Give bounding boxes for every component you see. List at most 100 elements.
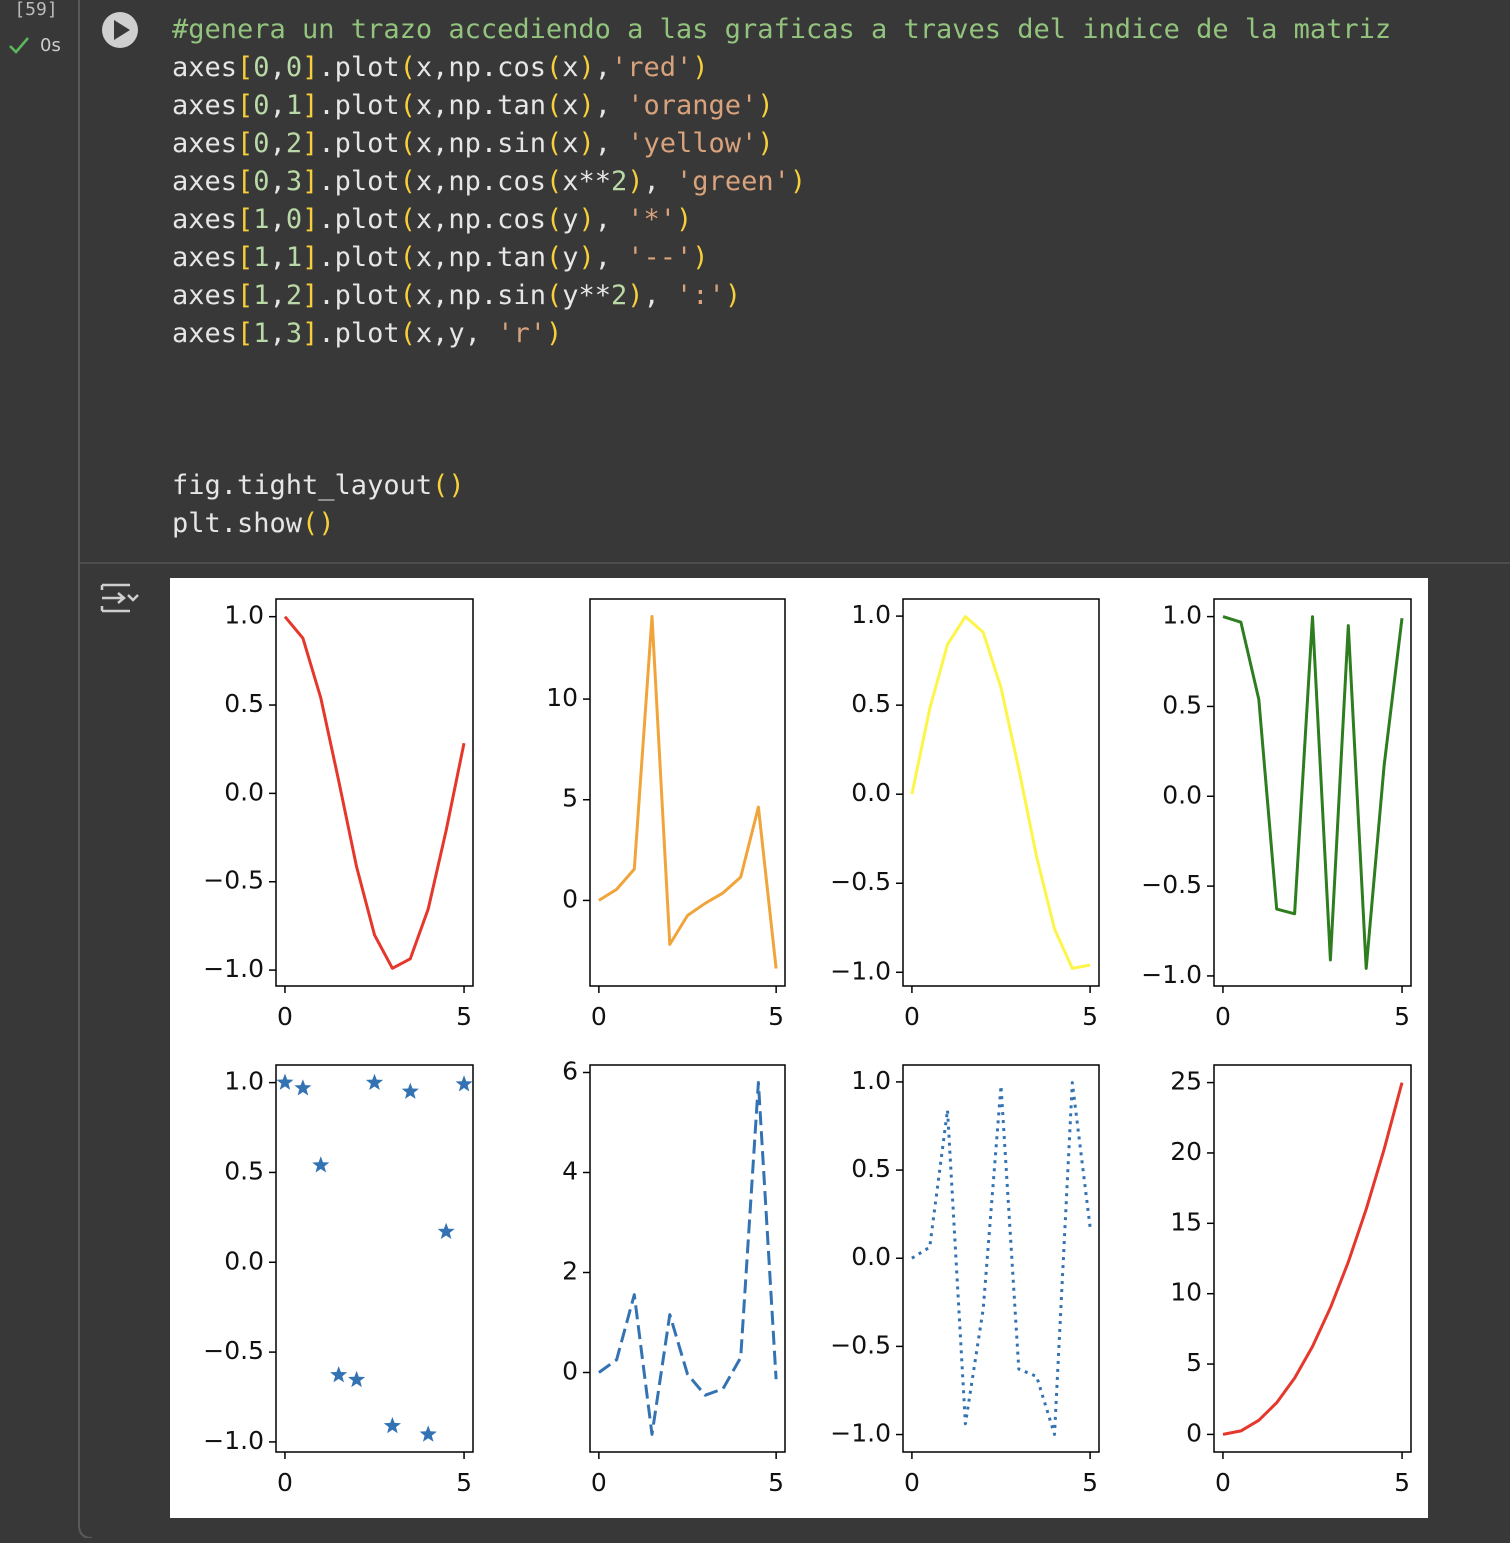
point [455, 1075, 473, 1092]
x-tick-label: 5 [456, 1002, 472, 1031]
run-button[interactable] [102, 12, 138, 48]
code-line: axes[1,2].plot(x,np.sin(y**2), ':') [172, 280, 741, 311]
point [276, 1073, 294, 1090]
line [910, 615, 1091, 970]
run-time: 0s [40, 35, 61, 56]
axes-frame [902, 1064, 1100, 1453]
axes-frame [275, 1064, 474, 1453]
success-icon [9, 37, 29, 54]
y-tick-label: 10 [1170, 1278, 1202, 1307]
code-line: axes[1,1].plot(x,np.tan(y), '--') [172, 242, 709, 273]
point [437, 1222, 455, 1239]
axes-frame [589, 598, 786, 987]
code-line: fig.tight_layout() [172, 470, 465, 501]
y-tick-label: 0.5 [1162, 690, 1202, 719]
y-tick-label: 2 [562, 1257, 578, 1286]
code-line: axes[1,0].plot(x,np.cos(y), '*') [172, 204, 692, 235]
y-tick-label: 0 [562, 1357, 578, 1386]
y-tick-label: 0.0 [1162, 780, 1202, 809]
output-toggle[interactable] [100, 583, 139, 613]
y-tick-label: 1.0 [224, 601, 264, 630]
axes-frame [902, 598, 1100, 987]
subplots: −1.0 −0.5 0.0 0.5 1.0 0 5 0 5 10 0 5 −1.0 −0.5 0.0 0.5 1… [203, 598, 1412, 1497]
subplot: −1.0 −0.5 0.0 0.5 1.0 0 5 [830, 598, 1100, 1031]
y-tick-label: 10 [546, 683, 578, 712]
y-tick-label: −0.5 [830, 1330, 891, 1359]
execution-count: [59] [14, 0, 57, 20]
y-tick-label: −0.5 [203, 1336, 264, 1365]
subplot: −1.0 −0.5 0.0 0.5 1.0 0 5 [830, 1064, 1100, 1497]
line [283, 615, 466, 970]
line [1222, 615, 1404, 970]
code-line: axes[0,3].plot(x,np.cos(x**2), 'green') [172, 166, 806, 197]
axes-frame [589, 1064, 786, 1453]
x-tick-label: 0 [904, 1002, 920, 1031]
y-tick-label: 0.0 [851, 778, 891, 807]
y-tick-label: 15 [1170, 1207, 1202, 1236]
point [348, 1370, 366, 1388]
point [383, 1416, 401, 1434]
x-tick-label: 5 [1082, 1468, 1098, 1497]
x-tick-label: 0 [591, 1002, 607, 1031]
y-tick-label: 0.0 [224, 1246, 264, 1275]
y-tick-label: −1.0 [830, 956, 891, 985]
y-tick-label: 1.0 [851, 600, 891, 629]
y-tick-label: 25 [1170, 1067, 1202, 1096]
y-tick-label: −0.5 [830, 867, 891, 896]
x-tick-label: 0 [904, 1468, 920, 1497]
point [294, 1079, 312, 1096]
code-line: axes[0,1].plot(x,np.tan(x), 'orange') [172, 90, 774, 121]
y-tick-label: 20 [1170, 1137, 1202, 1166]
x-tick-label: 0 [591, 1468, 607, 1497]
code-line: axes[1,3].plot(x,y, 'r') [172, 318, 562, 349]
subplot: 0 5 10 15 20 25 0 5 [1170, 1064, 1412, 1497]
code-line: axes[0,0].plot(x,np.cos(x),'red') [172, 52, 709, 83]
subplot: −1.0 −0.5 0.0 0.5 1.0 0 5 [1141, 598, 1412, 1031]
y-tick-label: 0.5 [224, 1156, 264, 1185]
axes-frame [275, 598, 474, 987]
y-tick-label: −1.0 [1141, 960, 1202, 989]
y-tick-label: −0.5 [203, 866, 264, 895]
subplot: −1.0 −0.5 0.0 0.5 1.0 0 5 [203, 1064, 474, 1497]
point [330, 1366, 348, 1383]
x-tick-label: 5 [1394, 1002, 1410, 1031]
line [1222, 1082, 1404, 1436]
x-tick-label: 0 [1215, 1002, 1231, 1031]
output-toggle-icon[interactable] [100, 583, 139, 613]
point [419, 1425, 437, 1442]
line [598, 1081, 778, 1436]
y-tick-label: 0.0 [851, 1242, 891, 1271]
y-tick-label: 6 [562, 1057, 578, 1086]
y-tick-label: 0.5 [851, 1154, 891, 1183]
subplot: 0 5 10 0 5 [546, 598, 786, 1031]
code-line: plt.show() [172, 508, 335, 539]
y-tick-label: 0.5 [224, 689, 264, 718]
line [598, 615, 778, 969]
code-line: #genera un trazo accediendo a las grafic… [172, 14, 1391, 45]
axes-frame [1213, 1064, 1412, 1453]
y-tick-label: −1.0 [203, 954, 264, 983]
code-line: axes[0,2].plot(x,np.sin(x), 'yellow') [172, 128, 774, 159]
x-tick-label: 5 [768, 1468, 784, 1497]
run-button-icon[interactable] [114, 20, 130, 40]
y-tick-label: −1.0 [203, 1426, 264, 1455]
y-tick-label: 5 [1186, 1348, 1202, 1377]
y-tick-label: 1.0 [224, 1067, 264, 1096]
y-tick-label: 0 [562, 884, 578, 913]
subplot: −1.0 −0.5 0.0 0.5 1.0 0 5 [203, 598, 474, 1031]
x-tick-label: 0 [1215, 1468, 1231, 1497]
x-tick-label: 5 [1394, 1468, 1410, 1497]
point [312, 1156, 330, 1173]
line [911, 1081, 1092, 1436]
x-tick-label: 5 [768, 1002, 784, 1031]
y-tick-label: 0 [1186, 1418, 1202, 1447]
y-tick-label: 0.5 [851, 689, 891, 718]
axes-frame [1213, 598, 1412, 987]
point [401, 1082, 419, 1099]
point [365, 1073, 384, 1090]
x-tick-label: 0 [277, 1002, 293, 1031]
x-tick-label: 5 [1082, 1002, 1098, 1031]
y-tick-label: 4 [562, 1157, 578, 1186]
